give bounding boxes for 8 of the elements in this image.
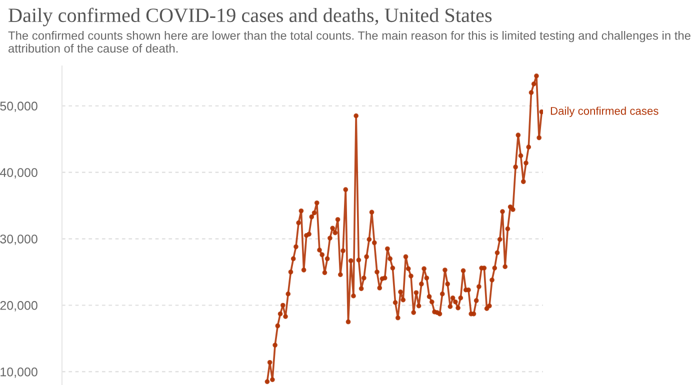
- y-tick-label: 30,000: [0, 234, 38, 245]
- y-tick-label: 40,000: [0, 168, 38, 178]
- chart-title: Daily confirmed COVID-19 cases and deaths, United States: [8, 8, 492, 26]
- chart-subtitle: The confirmed counts shown here are lower than the total counts. The main reason for this is limited testing and challenges in the attribution of the cause of death.: [8, 31, 690, 53]
- y-tick-label: 10,000: [0, 368, 38, 378]
- y-tick-label: 50,000: [0, 102, 38, 112]
- y-tick-label: 20,000: [0, 301, 38, 312]
- series-label: Daily confirmed cases: [550, 106, 658, 118]
